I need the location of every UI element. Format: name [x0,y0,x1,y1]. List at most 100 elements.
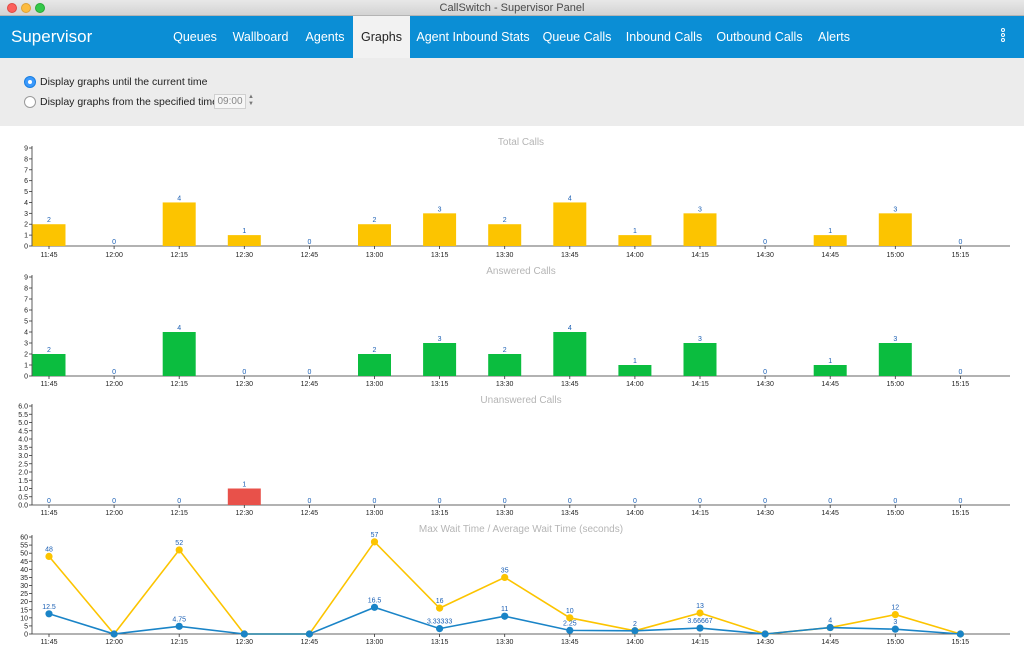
bar-value-label: 0 [698,498,702,505]
bar-value-label: 0 [763,369,767,376]
x-tick-label: 14:00 [626,381,644,388]
y-tick-label: 4 [24,330,28,337]
x-tick-label: 14:30 [756,639,774,646]
tab-inbound-calls[interactable]: Inbound Calls [625,30,703,44]
maximize-window-button[interactable] [35,3,45,13]
series-point-1 [175,622,183,630]
bar-value-label: 0 [958,369,962,376]
specified-time-option[interactable]: Display graphs from the specified time: [24,94,221,110]
tab-graphs[interactable]: Graphs [353,16,410,58]
bar [358,354,391,376]
bar-value-label: 4 [177,195,181,202]
series-point-1 [240,630,248,638]
bar [813,365,847,376]
tab-agent-inbound-stats[interactable]: Agent Inbound Stats [416,30,530,44]
y-tick-label: 10 [20,615,28,622]
y-tick-label: 25 [20,591,28,598]
bar [488,224,522,246]
series-point-1 [891,625,899,633]
bar [423,343,457,376]
y-tick-label: 3 [24,341,28,348]
bar-value-label: 0 [828,498,832,505]
start-time-input[interactable]: 09:00 [214,94,246,109]
x-tick-label: 12:30 [236,639,254,646]
series-point-0 [566,614,574,622]
y-tick-label: 15 [20,607,28,614]
x-tick-label: 14:45 [821,381,839,388]
x-tick-label: 14:45 [821,252,839,259]
x-tick-label: 13:45 [561,381,579,388]
series-point-0 [891,611,899,619]
bar-value-label: 0 [112,239,116,246]
bar-value-label: 2 [503,347,507,354]
y-tick-label: 1.0 [18,486,28,493]
y-tick-label: 9 [24,275,28,282]
tab-queues[interactable]: Queues [173,30,217,44]
series-point-0 [370,538,379,546]
bar [878,343,912,376]
chart-2: Unanswered Calls 0.0 0.51.01.52.0 2.53.03.5… [18,395,1010,517]
series-point-1 [761,630,769,638]
y-tick-label: 4.0 [18,437,28,444]
y-tick-label: 40 [20,567,28,574]
y-tick-label: 2.5 [18,461,28,468]
series-point-1 [501,612,509,620]
current-time-option[interactable]: Display graphs until the current time [24,74,208,90]
x-tick-label: 13:00 [366,639,384,646]
series-point-1 [305,630,313,638]
bar [553,332,587,376]
y-tick-label: 6 [24,178,28,185]
brand-title: Supervisor [11,27,93,46]
bar-value-label: 3 [893,336,897,343]
minimize-window-button[interactable] [21,3,31,13]
current-time-radio[interactable] [24,76,36,88]
x-tick-label: 13:00 [366,252,384,259]
x-tick-label: 13:45 [561,639,579,646]
bar-value-label: 3 [438,206,442,213]
series-point-1 [826,623,834,632]
point-value-label: 11 [501,606,508,613]
tab-wallboard[interactable]: Wallboard [232,30,289,44]
tab-queue-calls[interactable]: Queue Calls [542,30,612,44]
y-tick-label: 9 [24,146,28,153]
x-tick-label: 14:45 [821,639,839,646]
point-value-label: 4.75 [172,616,186,623]
y-tick-label: 6.0 [18,404,28,411]
x-tick-label: 11:45 [41,252,58,259]
x-tick-label: 15:00 [887,252,905,259]
y-tick-label: 60 [20,535,28,542]
specified-time-radio[interactable] [24,96,36,108]
series-point-1 [370,603,379,611]
bar [618,365,652,376]
time-stepper-icon[interactable]: ▲ ▼ [248,94,254,107]
tab-agents[interactable]: Agents [305,30,345,44]
point-value-label: 16 [436,598,444,605]
y-tick-label: 1 [24,363,28,370]
y-tick-label: 45 [20,559,28,566]
bar-value-label: 2 [47,217,51,224]
tab-outbound-calls[interactable]: Outbound Calls [716,30,803,44]
bar-value-label: 0 [958,498,962,505]
close-window-button[interactable] [7,3,17,13]
x-tick-label: 12:30 [236,252,254,259]
x-tick-label: 12:30 [236,510,254,517]
bar-value-label: 0 [112,498,116,505]
vertical-ellipsis-icon[interactable] [1000,28,1006,46]
y-tick-label: 1 [24,233,28,240]
bar-value-label: 1 [828,358,832,365]
series-point-1 [631,627,639,635]
series-point-0 [175,546,183,554]
bar-value-label: 0 [307,369,311,376]
x-tick-label: 14:45 [821,510,839,517]
x-tick-label: 12:00 [105,381,123,388]
bar-value-label: 3 [698,206,702,213]
chart-title: Unanswered Calls [480,395,561,406]
x-tick-label: 14:00 [626,639,644,646]
tab-alerts[interactable]: Alerts [818,30,850,44]
x-tick-label: 13:00 [366,381,384,388]
bar-value-label: 0 [242,369,246,376]
point-value-label: 3 [893,619,897,626]
y-tick-label: 8 [24,156,28,163]
point-value-label: 52 [175,540,183,547]
series-point-0 [501,573,509,582]
